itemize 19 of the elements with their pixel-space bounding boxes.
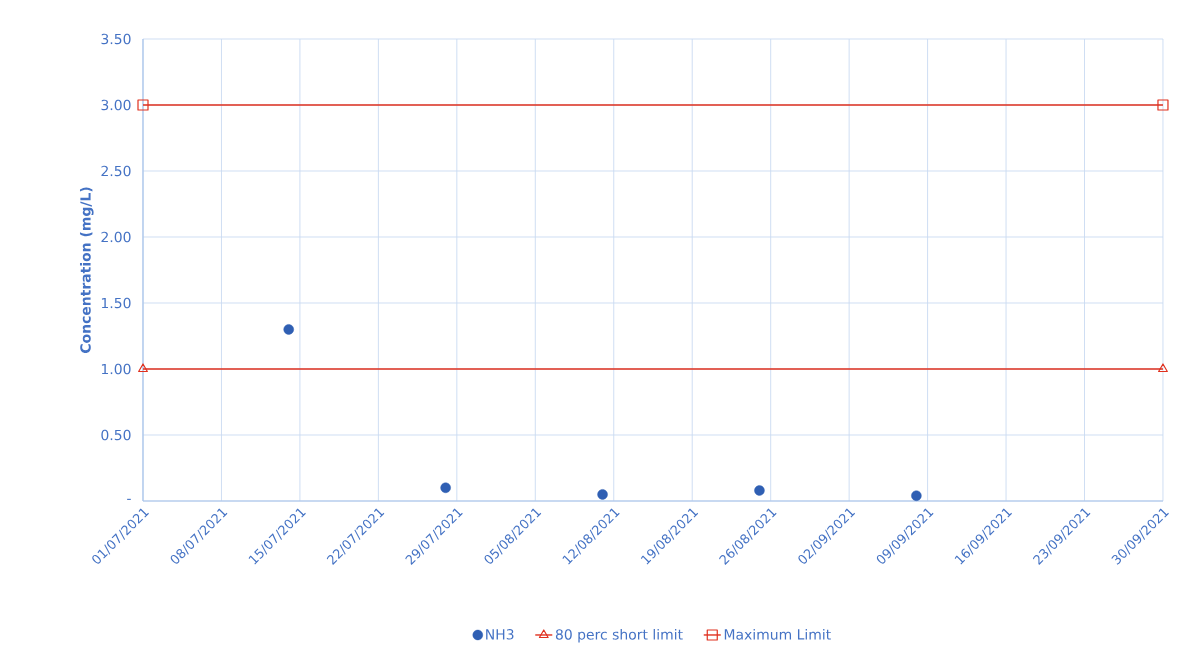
- y-tick-label: 3.00: [101, 99, 131, 111]
- legend-label: NH3: [486, 629, 514, 640]
- y-tick-label: 3.50: [101, 33, 131, 45]
- legend-label: Maximum Limit: [724, 628, 831, 640]
- point: [283, 324, 294, 335]
- y-tick-label: 1.50: [101, 297, 131, 309]
- y-tick-label: 2.50: [101, 165, 131, 177]
- y-axis-title: Concentration (mg/L): [79, 187, 94, 354]
- point: [754, 485, 765, 496]
- y-tick-label: 2.00: [101, 231, 131, 243]
- point: [911, 490, 922, 501]
- y-tick-label: 1.00: [101, 363, 131, 375]
- y-tick-label: 0.50: [101, 429, 131, 441]
- legend-label: 80 perc short limit: [555, 628, 683, 643]
- y-tick-label: -: [127, 498, 131, 500]
- point: [597, 489, 608, 500]
- point: [137, 99, 149, 111]
- point: [1157, 99, 1169, 111]
- point: [440, 482, 451, 493]
